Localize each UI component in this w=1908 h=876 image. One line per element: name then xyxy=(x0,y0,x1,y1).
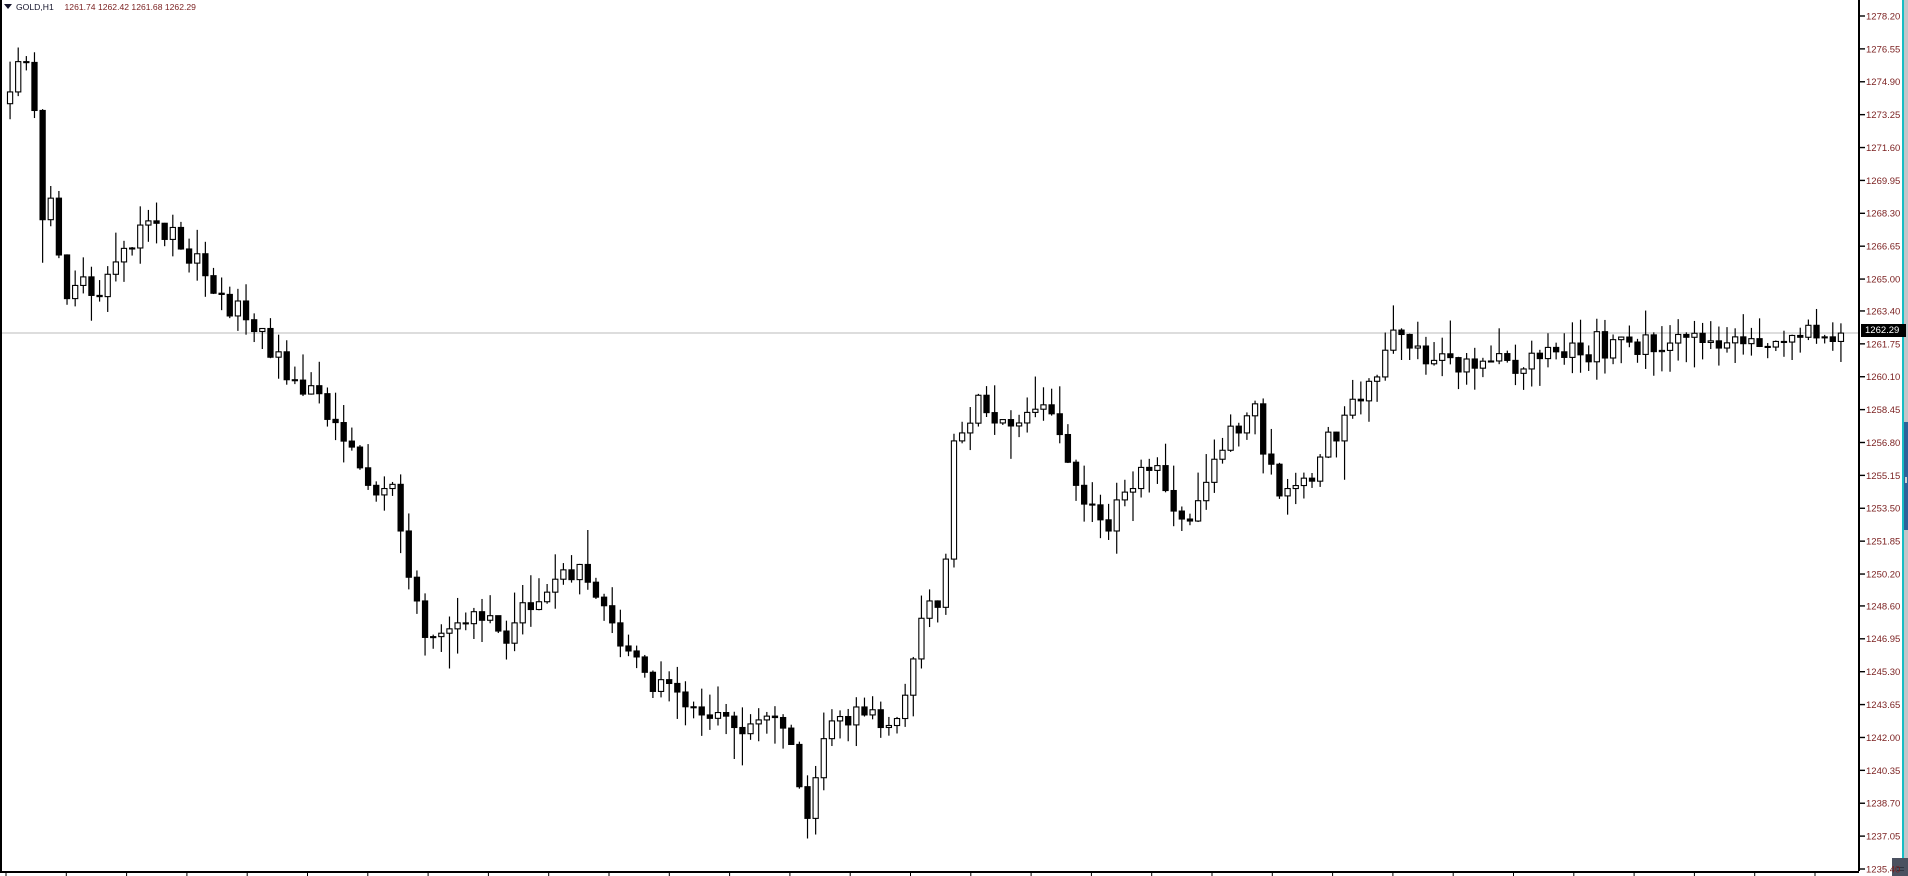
svg-text:1269.95: 1269.95 xyxy=(1866,176,1900,187)
svg-text:1255.15: 1255.15 xyxy=(1866,471,1900,482)
svg-text:1235.40: 1235.40 xyxy=(1866,864,1900,875)
svg-text:1250.20: 1250.20 xyxy=(1866,569,1900,580)
svg-text:1263.40: 1263.40 xyxy=(1866,306,1900,317)
svg-text:1260.10: 1260.10 xyxy=(1866,372,1900,383)
svg-text:1278.20: 1278.20 xyxy=(1866,11,1900,22)
svg-text:1258.45: 1258.45 xyxy=(1866,405,1900,416)
svg-text:1246.95: 1246.95 xyxy=(1866,634,1900,645)
svg-text:1240.35: 1240.35 xyxy=(1866,766,1900,777)
svg-text:1237.05: 1237.05 xyxy=(1866,832,1900,843)
svg-text:1266.65: 1266.65 xyxy=(1866,242,1900,253)
svg-text:1268.30: 1268.30 xyxy=(1866,209,1900,220)
svg-text:1248.60: 1248.60 xyxy=(1866,601,1900,612)
svg-text:1265.00: 1265.00 xyxy=(1866,274,1900,285)
svg-text:1245.30: 1245.30 xyxy=(1866,667,1900,678)
svg-text:1276.55: 1276.55 xyxy=(1866,44,1900,55)
svg-text:1253.50: 1253.50 xyxy=(1866,504,1900,515)
svg-text:1273.25: 1273.25 xyxy=(1866,110,1900,121)
svg-text:1271.60: 1271.60 xyxy=(1866,143,1900,154)
svg-text:1238.70: 1238.70 xyxy=(1866,799,1900,810)
svg-text:1251.85: 1251.85 xyxy=(1866,537,1900,548)
svg-text:1243.65: 1243.65 xyxy=(1866,700,1900,711)
svg-text:1242.00: 1242.00 xyxy=(1866,733,1900,744)
svg-text:1256.80: 1256.80 xyxy=(1866,438,1900,449)
svg-text:1261.75: 1261.75 xyxy=(1866,339,1900,350)
svg-text:1274.90: 1274.90 xyxy=(1866,77,1900,88)
